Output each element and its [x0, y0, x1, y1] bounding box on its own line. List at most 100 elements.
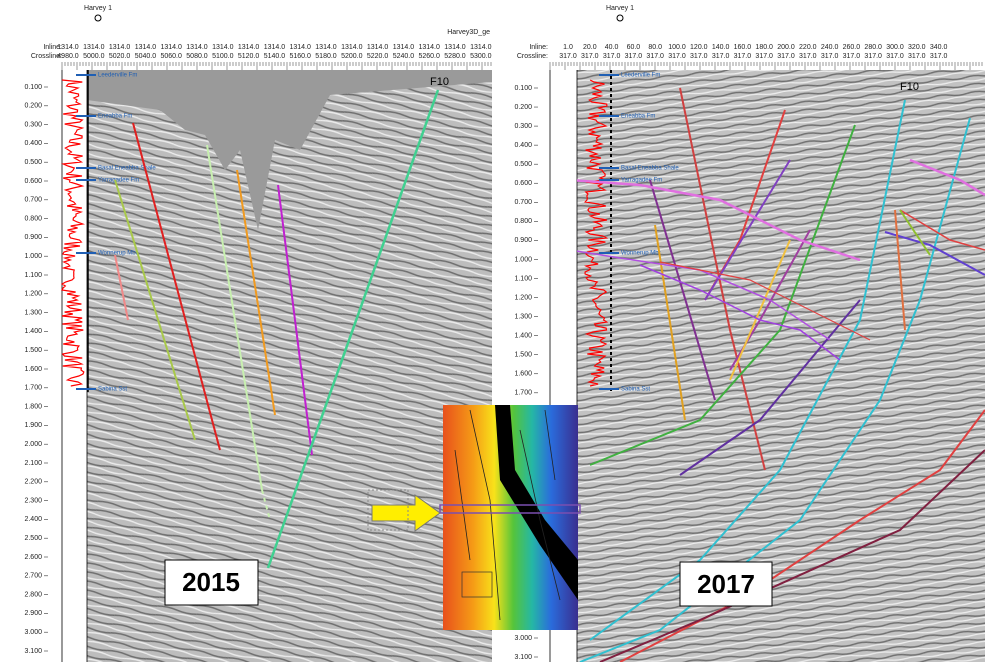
fault-line	[654, 224, 686, 421]
inline-value: 220.0	[799, 44, 817, 51]
fault-line	[236, 169, 276, 416]
inline-value: 320.0	[908, 44, 926, 51]
crossline-value: 317.0	[668, 53, 686, 60]
inline-value: 1314.0	[367, 44, 389, 51]
inline-value: 1314.0	[470, 44, 492, 51]
no-data-area	[87, 70, 492, 230]
crossline-value: 317.0	[625, 53, 643, 60]
depth-label: 0.400	[514, 142, 532, 149]
year-label: 2017	[697, 569, 755, 599]
section-line	[439, 504, 581, 514]
crossline-value: 317.0	[734, 53, 752, 60]
depth-label: 3.100	[514, 654, 532, 661]
inline-value: 60.0	[627, 44, 641, 51]
crossline-value: 317.0	[646, 53, 664, 60]
fault-line	[579, 117, 971, 662]
inline-value: 20.0	[583, 44, 597, 51]
inline-value: 260.0	[843, 44, 861, 51]
fault-lines	[114, 89, 440, 569]
depth-label: 1.800	[24, 403, 42, 410]
depth-label: 0.600	[514, 180, 532, 187]
inset-map	[367, 405, 581, 630]
depth-label: 0.500	[24, 159, 42, 166]
seismic-section	[87, 70, 492, 662]
crossline-value: 317.0	[864, 53, 882, 60]
depth-label: 0.300	[514, 123, 532, 130]
crossline-value: 5060.0	[160, 53, 182, 60]
inline-value: 1314.0	[393, 44, 415, 51]
depth-label: 0.300	[24, 121, 42, 128]
inline-value: 40.0	[605, 44, 619, 51]
inline-value: 1314.0	[418, 44, 440, 51]
depth-label: 0.800	[24, 215, 42, 222]
depth-label: 1.500	[514, 352, 532, 359]
depth-label: 2.600	[24, 554, 42, 561]
panel-2017: Harvey 1 Inline: Crossline: F10 1.0 317.0…	[514, 0, 985, 662]
well-symbol	[94, 14, 102, 22]
formation-label: Wonnerup Mbr	[98, 251, 138, 257]
depth-label: 2.700	[24, 573, 42, 580]
depth-label: 2.500	[24, 535, 42, 542]
fault-line	[589, 99, 906, 641]
inline-value: 1314.0	[264, 44, 286, 51]
inline-value: 1.0	[563, 44, 573, 51]
crossline-label: Crossline:	[31, 53, 62, 60]
crossline-value: 5040.0	[135, 53, 157, 60]
inline-value: 1314.0	[289, 44, 311, 51]
crossline-value: 317.0	[712, 53, 730, 60]
depth-label: 1.300	[24, 309, 42, 316]
crossline-value: 317.0	[799, 53, 817, 60]
crossline-value: 5300.0	[470, 53, 492, 60]
fault-line	[639, 264, 841, 361]
formation-label: Yarragadee Fm	[621, 178, 662, 184]
selection-box	[367, 489, 409, 531]
fault-line	[894, 209, 906, 331]
fault-line	[679, 299, 861, 476]
depth-label: 0.600	[24, 178, 42, 185]
inline-value: 240.0	[821, 44, 839, 51]
crossline-value: 317.0	[603, 53, 621, 60]
depth-label: 0.200	[24, 103, 42, 110]
crossline-value: 317.0	[843, 53, 861, 60]
depth-label: 1.900	[24, 422, 42, 429]
formation-label: Basal Eneabba Shale	[98, 166, 156, 172]
map-fault-zone	[495, 405, 578, 600]
crossline-value: 317.0	[930, 53, 948, 60]
inline-value: 1314.0	[57, 44, 79, 51]
inline-value: 200.0	[777, 44, 795, 51]
fault-lines	[577, 87, 985, 662]
fault-line	[132, 122, 221, 451]
depth-label: 1.000	[514, 256, 532, 263]
inline-value: 120.0	[690, 44, 708, 51]
depth-label: 0.900	[514, 237, 532, 244]
fault-line	[261, 489, 271, 521]
fault-line	[679, 87, 766, 471]
depth-label: 0.100	[514, 85, 532, 92]
seismic-section	[577, 70, 985, 662]
depth-label: 2.100	[24, 460, 42, 467]
fault-line	[589, 124, 856, 466]
crossline-value: 5200.0	[341, 53, 363, 60]
year-label: 2015	[182, 567, 240, 597]
depth-label: 0.400	[24, 140, 42, 147]
crossline-value: 5000.0	[83, 53, 105, 60]
crossline-value: 5100.0	[212, 53, 234, 60]
crossline-value: 5140.0	[264, 53, 286, 60]
depth-label: 3.000	[24, 629, 42, 636]
depth-label: 1.300	[514, 313, 532, 320]
year-box	[679, 561, 773, 607]
formation-label: Eneabba Fm	[621, 114, 655, 120]
formation-label: Sabina Sst	[98, 387, 127, 393]
inline-label: Inline:	[529, 44, 548, 51]
depth-label: 0.200	[514, 104, 532, 111]
crossline-value: 317.0	[886, 53, 904, 60]
depth-label: 1.700	[514, 390, 532, 397]
fault-line	[899, 209, 931, 256]
formation-label: Leederville Fm	[98, 73, 137, 79]
fault-line	[649, 179, 716, 401]
inline-value: 1314.0	[238, 44, 260, 51]
formation-label: Sabina Sst	[621, 387, 650, 393]
depth-label: 0.800	[514, 218, 532, 225]
depth-label: 0.100	[24, 84, 42, 91]
survey-name: Harvey3D_ge	[447, 29, 490, 36]
